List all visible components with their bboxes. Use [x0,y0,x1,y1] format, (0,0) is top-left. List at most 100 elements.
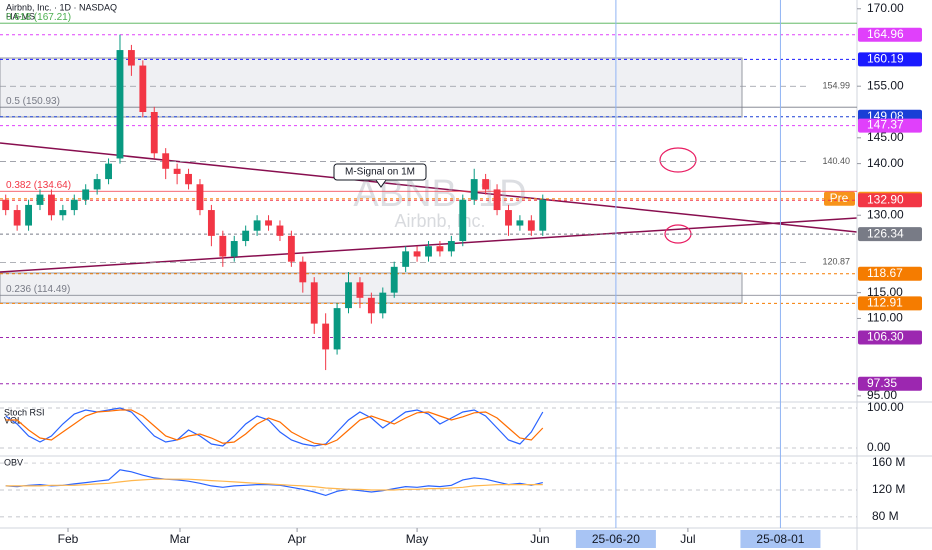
y-tick-label: 170.00 [867,1,904,15]
price-badge [858,118,922,133]
candle-body [2,199,10,211]
candle-body [310,282,318,324]
candle-body [482,179,490,190]
candle-body [36,194,44,205]
y-tick-label: 130.00 [867,207,904,221]
fib-label: 0.236 (114.49) [6,284,70,295]
candle-body [539,199,547,231]
date-badge-label: 25-08-01 [756,532,804,546]
candle-body [13,210,21,226]
y-tick-label: 115.00 [867,285,903,299]
candle-body [47,194,55,216]
y-tick-label: 145.00 [867,130,904,144]
x-tick-label: May [406,532,429,546]
level-label: 140.40 [822,156,850,166]
date-badge-label: 25-06-20 [592,532,640,546]
price-badge-label: 126.34 [867,226,904,240]
pane-title: Stoch RSI [4,407,45,417]
candle-body [322,323,330,350]
zone [0,57,743,118]
fib-label: 0.618 (167.21) [6,12,71,23]
candle-body [516,220,524,226]
price-badge [858,296,922,311]
level-label: 154.99 [822,81,850,91]
candle-body [379,292,387,314]
y-tick-label: 120 M [872,482,905,496]
candle-body [425,246,432,257]
price-badge [858,330,922,345]
price-badge-label: 147.37 [867,118,904,132]
indicator-line [5,469,543,497]
price-badge-label: 164.96 [867,27,904,41]
indicator-line [5,409,544,446]
pane-title: OBV [4,457,23,467]
trend-line [0,142,858,233]
price-badge [858,266,922,281]
tag-badge [824,191,855,206]
date-badge [740,530,821,548]
candle-body [459,199,467,242]
candle-body [127,50,135,66]
y-tick-label: 95.00 [867,388,897,402]
candle-body [447,241,455,252]
y-tick-label: 100.00 [867,400,904,414]
candle-body [185,173,192,185]
watermark-sub: Airbnb, Inc. [394,211,485,231]
price-badge-label: 118.67 [867,266,903,280]
candle-body [367,297,375,314]
candle-body [105,163,112,180]
candle-body [276,225,284,236]
price-badge [858,193,922,208]
candle-body [173,168,181,174]
callout-pointer [375,179,387,188]
candle-body [59,210,67,216]
candle-body [413,251,421,257]
candle-body [230,241,238,257]
y-tick-label: 160 M [872,455,905,469]
x-tick-label: Jul [680,532,695,546]
fib-label: 0.382 (134.64) [6,180,71,191]
tag-label: Pre [830,191,849,205]
candle-body [162,153,170,169]
candle-body [505,210,512,226]
candle-body [436,246,444,252]
candle-body [299,261,307,283]
candle-body [287,235,295,262]
candle-body [390,266,398,293]
candle-body [139,65,147,112]
candle-body [333,308,341,350]
indicator-line [5,407,544,447]
y-tick-label: 80 M [872,509,899,523]
price-badge-label: 132.90 [867,192,904,206]
level-label: 120.87 [822,257,850,267]
circle-mark [659,147,697,173]
candle-body [150,112,158,154]
candle-body [253,220,261,231]
price-badge [858,27,922,42]
price-badge-label: 160.19 [867,52,904,66]
y-tick-label: 155.00 [867,78,904,92]
candle-body [265,220,272,226]
candle-body [493,189,501,211]
x-tick-label: Apr [288,532,307,546]
price-badge-label: 97.35 [867,376,897,390]
candle-body [242,230,250,242]
indicator-name: HA-MS [6,11,35,21]
candle-body [93,179,101,190]
candle-body [196,184,204,211]
fib-label: 0.5 (150.93) [6,96,60,107]
candle-body [82,189,90,200]
y-tick-label: 140.00 [867,156,904,170]
y-tick-label: 110.00 [867,311,903,325]
candle-body [356,282,364,298]
price-badge [858,376,922,391]
price-badge [858,227,922,242]
x-tick-label: Mar [170,532,191,546]
x-tick-label: Feb [58,532,79,546]
callout-text: M-Signal on 1M [345,167,415,178]
candle-body [527,220,535,231]
price-badge-label: 106.30 [867,330,904,344]
candle-body [402,251,410,267]
